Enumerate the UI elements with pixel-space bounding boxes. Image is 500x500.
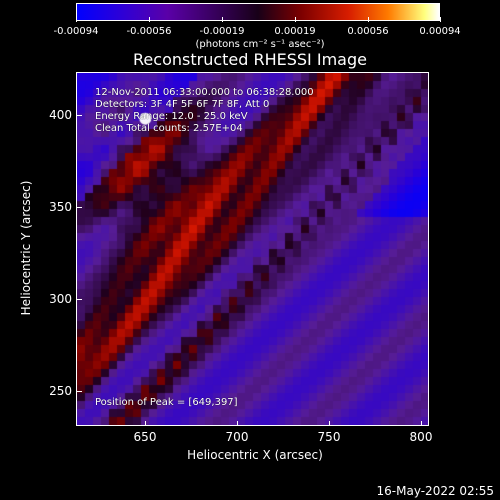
y-tick-label: 400 bbox=[49, 108, 72, 122]
y-tick-400 bbox=[77, 115, 82, 116]
chart-title: Reconstructed RHESSI Image bbox=[133, 50, 367, 69]
x-tick-label: 800 bbox=[409, 430, 433, 444]
y-tick-label: 250 bbox=[49, 384, 72, 398]
x-tick-650 bbox=[145, 421, 146, 426]
colorbar-tick bbox=[368, 17, 369, 22]
timestamp: 16-May-2022 02:55 bbox=[376, 484, 494, 498]
colorbar-tick-label: -0.00094 bbox=[53, 26, 99, 37]
colorbar-tick-label: 0.00094 bbox=[419, 26, 461, 37]
x-tick-800 bbox=[421, 421, 422, 426]
y-axis-label: Heliocentric Y (arcsec) bbox=[19, 180, 33, 316]
x-tick-label: 750 bbox=[317, 430, 341, 444]
heatmap-image bbox=[77, 73, 428, 425]
y-tick-label: 350 bbox=[49, 200, 72, 214]
y-tick-label: 300 bbox=[49, 292, 72, 306]
colorbar bbox=[76, 3, 440, 21]
colorbar-unit-label: (photons cm⁻² s⁻¹ asec⁻²) bbox=[195, 39, 325, 50]
y-tick-300 bbox=[77, 299, 82, 300]
colorbar-tick-label: 0.00019 bbox=[274, 26, 316, 37]
plot-area: 12-Nov-2011 06:33:00.000 to 06:38:28.000… bbox=[76, 72, 429, 426]
colorbar-tick-label: -0.00019 bbox=[199, 26, 245, 37]
x-tick-750 bbox=[329, 421, 330, 426]
y-tick-250 bbox=[77, 391, 82, 392]
colorbar-tick bbox=[440, 17, 441, 22]
colorbar-tick bbox=[149, 17, 150, 22]
x-tick-700 bbox=[237, 421, 238, 426]
x-tick-label: 700 bbox=[225, 430, 249, 444]
x-tick-label: 650 bbox=[133, 430, 157, 444]
colorbar-tick-label: 0.00056 bbox=[347, 26, 389, 37]
colorbar-tick-label: -0.00056 bbox=[126, 26, 172, 37]
colorbar-tick bbox=[76, 17, 77, 22]
y-tick-350 bbox=[77, 207, 82, 208]
x-axis-label: Heliocentric X (arcsec) bbox=[187, 448, 323, 462]
colorbar-tick bbox=[222, 17, 223, 22]
colorbar-tick bbox=[295, 17, 296, 22]
